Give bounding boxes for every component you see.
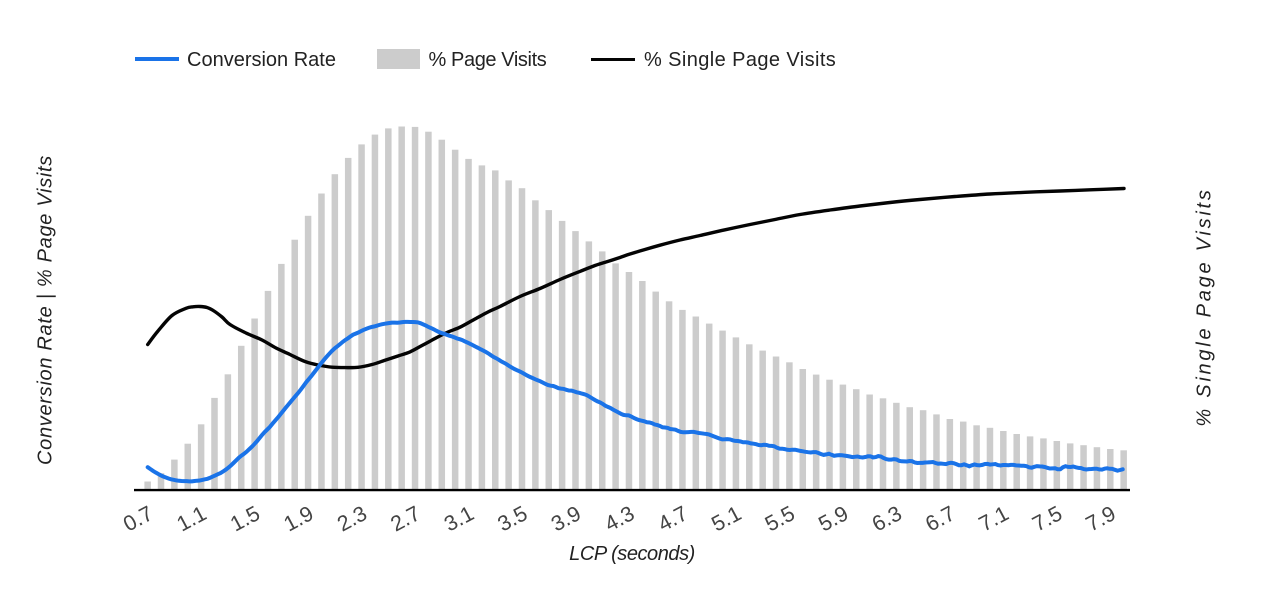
svg-text:1.9: 1.9 [280,501,318,536]
svg-text:1.5: 1.5 [226,501,264,536]
svg-text:3.5: 3.5 [494,501,532,536]
svg-text:3.9: 3.9 [547,501,585,536]
svg-text:4.7: 4.7 [654,501,692,536]
svg-text:5.9: 5.9 [815,501,853,536]
svg-text:5.1: 5.1 [708,501,746,536]
svg-text:4.3: 4.3 [601,501,639,536]
svg-text:7.5: 7.5 [1028,501,1066,536]
svg-text:6.3: 6.3 [868,501,906,536]
svg-text:3.1: 3.1 [440,501,478,536]
svg-text:2.3: 2.3 [333,501,371,536]
svg-text:2.7: 2.7 [387,501,425,536]
svg-text:5.5: 5.5 [761,501,799,536]
svg-text:0.7: 0.7 [119,501,157,536]
svg-text:6.7: 6.7 [921,501,959,536]
svg-text:7.9: 7.9 [1082,501,1120,536]
svg-text:7.1: 7.1 [975,501,1013,536]
svg-text:1.1: 1.1 [173,501,211,536]
